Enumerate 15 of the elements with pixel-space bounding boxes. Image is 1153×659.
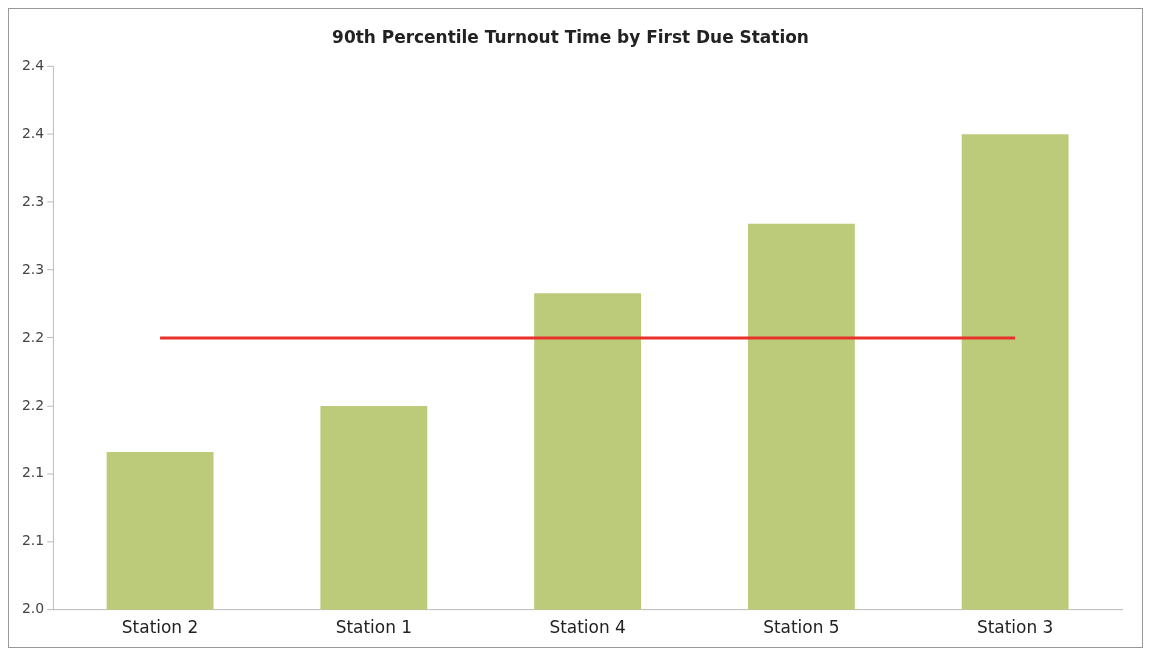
y-tick-label: 2.0 [21,600,45,617]
y-tick-label: 2.2 [21,396,45,413]
x-tick-label: Station 3 [976,617,1054,638]
y-tick-label: 2.3 [21,192,45,209]
x-tick-label: Station 2 [121,617,199,638]
x-tick-label: Station 5 [763,617,840,638]
y-tick-label: 2.4 [21,124,45,141]
y-tick-label: 2.1 [21,464,45,481]
y-tick-label: 2.2 [21,328,45,345]
y-tick-label: 2.1 [21,532,45,549]
y-tick-label: 2.4 [21,56,45,73]
y-tick-label: 2.3 [21,260,45,277]
chart-title: 90th Percentile Turnout Time by First Due Station [332,26,809,47]
x-tick-label: Station 4 [549,617,626,638]
x-tick-label: Station 1 [335,617,413,638]
